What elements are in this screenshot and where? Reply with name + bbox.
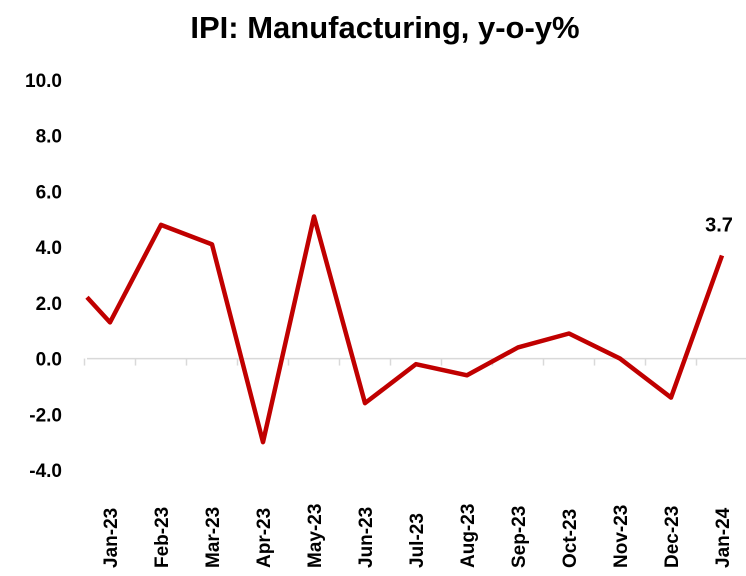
x-tick-label: Dec-23: [662, 506, 683, 568]
y-tick-label: -4.0: [29, 461, 62, 482]
y-tick-label: -2.0: [29, 405, 62, 426]
x-tick-label: Nov-23: [611, 505, 632, 568]
chart-title: IPI: Manufacturing, y-o-y%: [190, 10, 579, 45]
y-tick-label: 8.0: [36, 127, 62, 148]
x-tick-label: Mar-23: [203, 507, 224, 568]
x-tick-label: Jan-23: [101, 508, 122, 568]
data-label: 3.7: [705, 215, 733, 237]
x-tick-label: Aug-23: [458, 504, 479, 568]
x-tick-label: Oct-23: [560, 509, 581, 568]
x-tick-label: Sep-23: [509, 506, 530, 568]
x-tick-label: Jul-23: [407, 513, 428, 568]
x-tick-label: May-23: [305, 504, 326, 568]
x-tick-label: Jan-24: [713, 507, 734, 568]
x-tick-label: Feb-23: [152, 507, 173, 568]
y-tick-label: 2.0: [36, 294, 62, 315]
y-tick-label: 6.0: [36, 182, 62, 203]
line-series: [85, 214, 725, 445]
y-tick-label: 10.0: [25, 71, 62, 92]
y-tick-label: 0.0: [36, 350, 62, 371]
x-tick-label: Apr-23: [254, 508, 275, 568]
x-tick-label: Jun-23: [356, 507, 377, 568]
y-tick-label: 4.0: [36, 238, 62, 259]
